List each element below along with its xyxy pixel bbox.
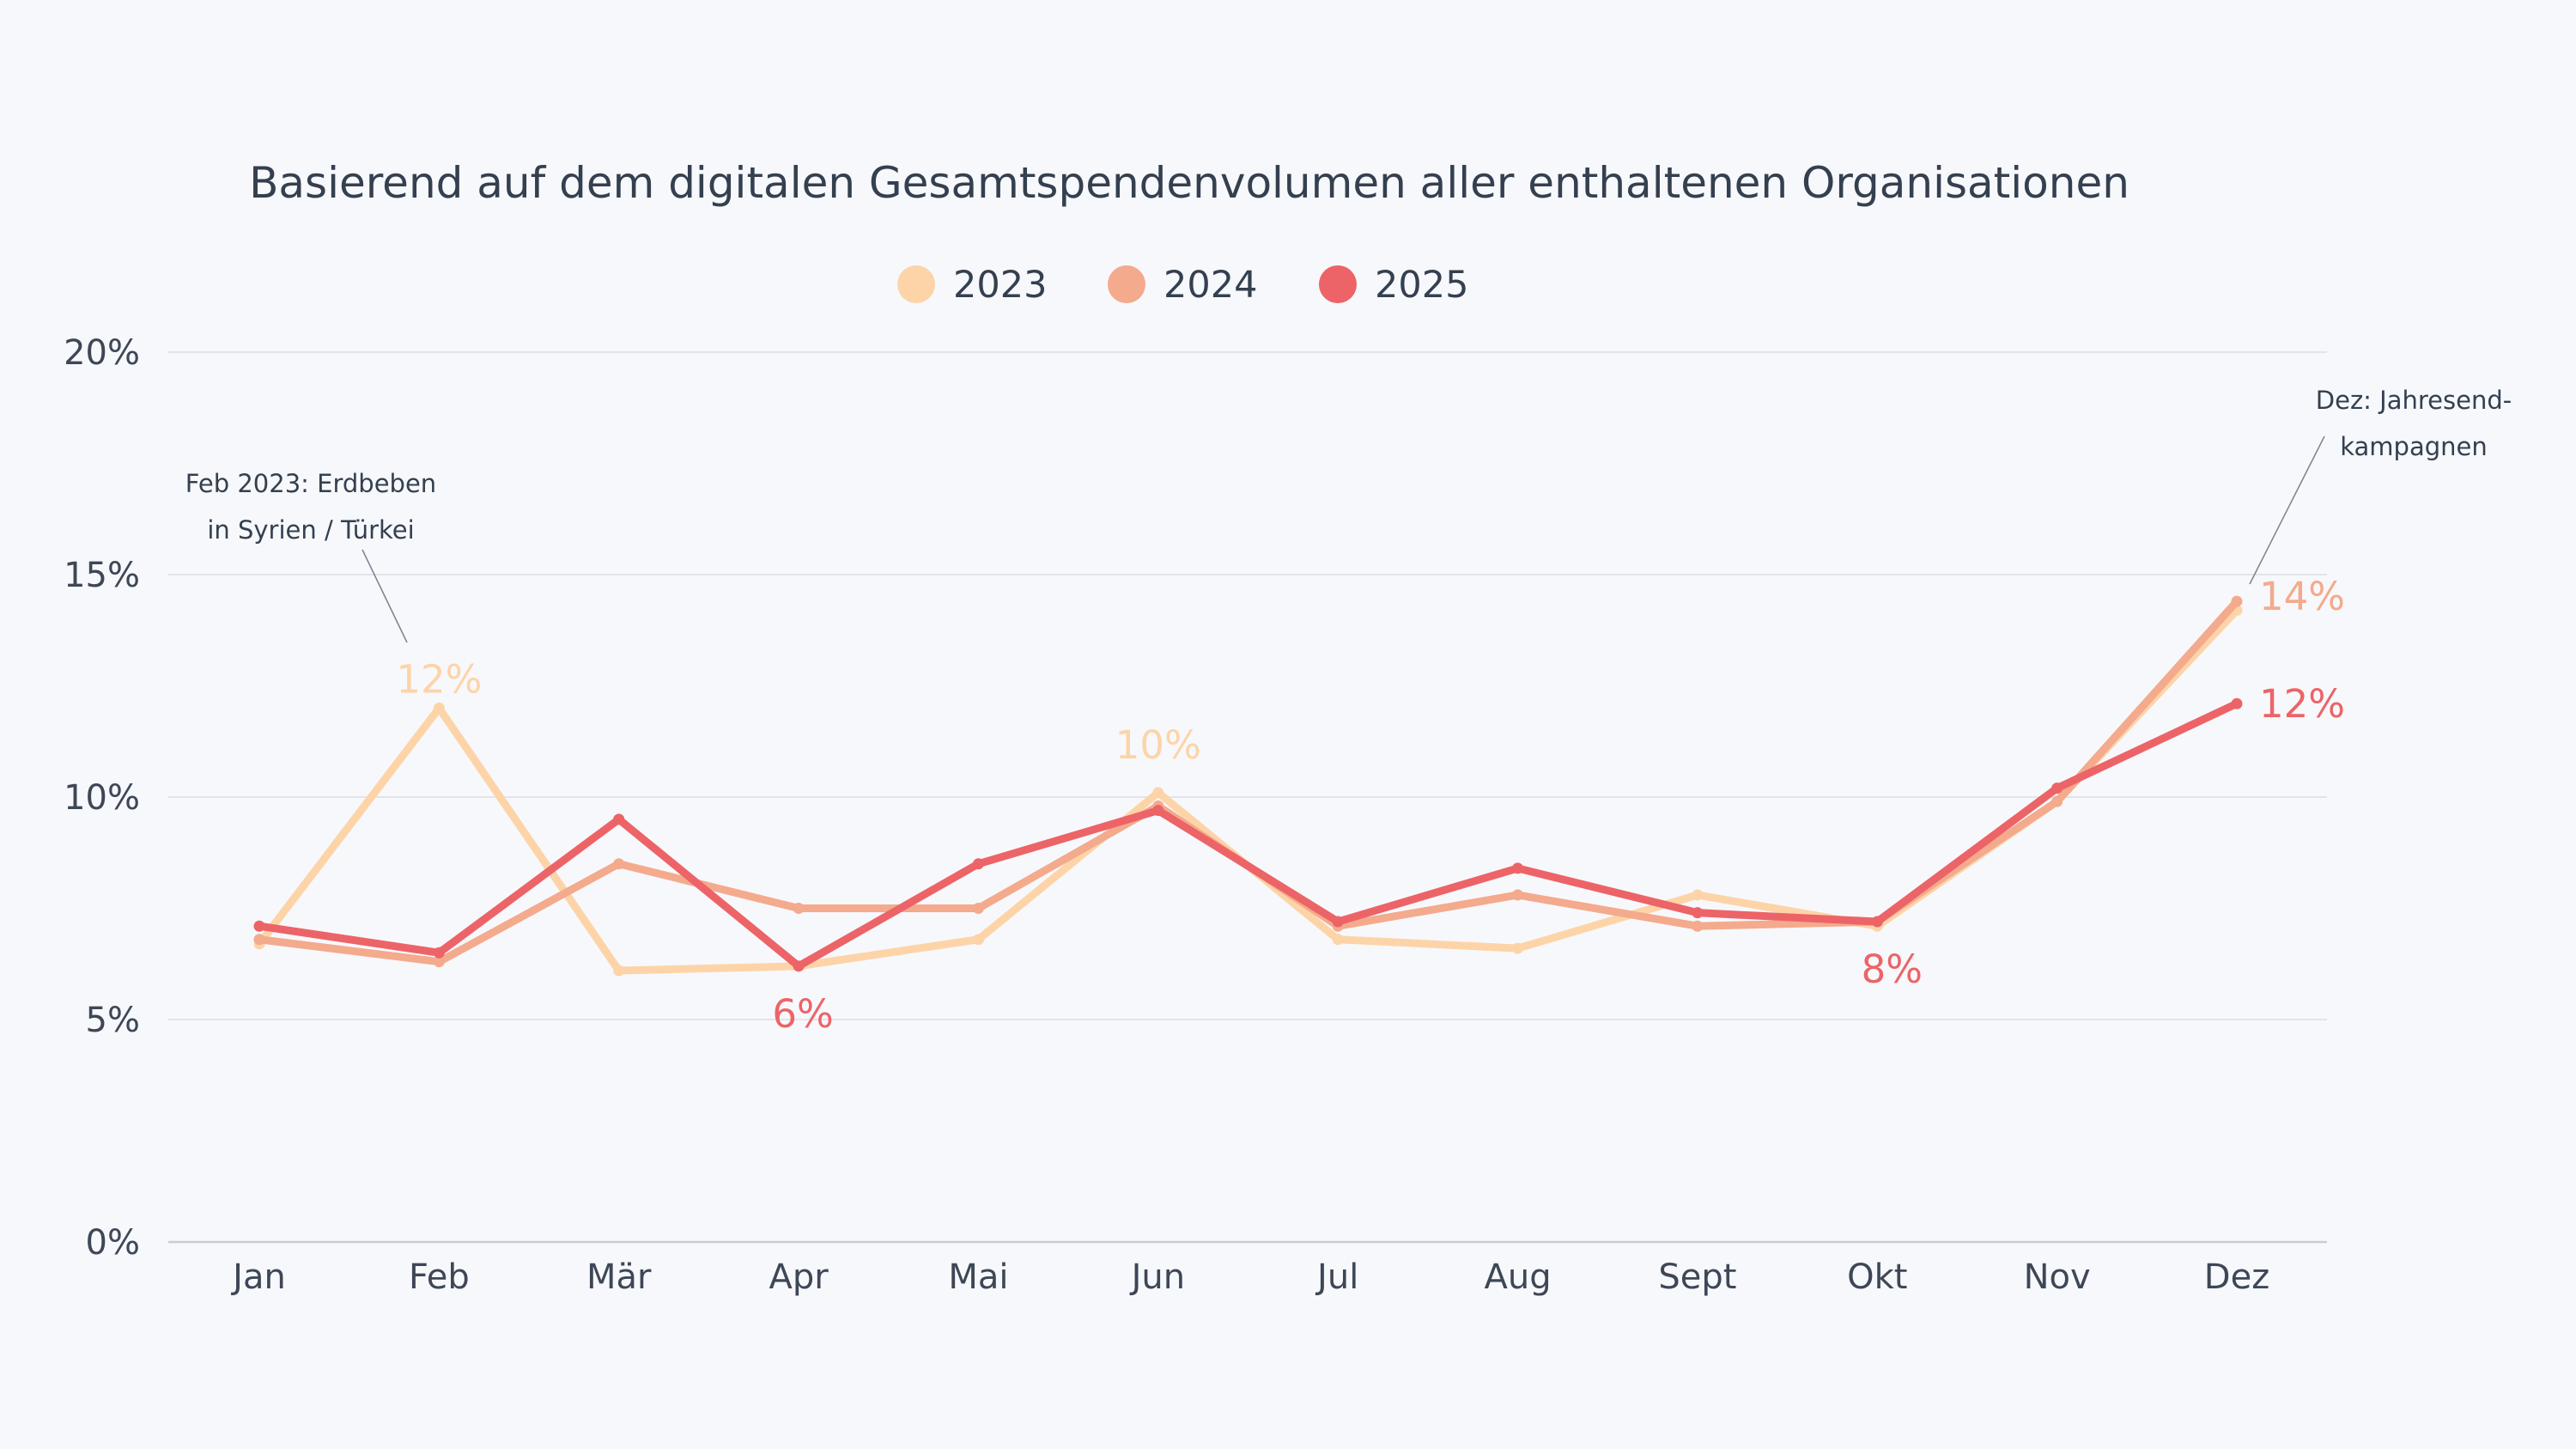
data-point <box>613 965 625 977</box>
y-tick-label: 0% <box>86 1223 140 1263</box>
data-point <box>2051 782 2063 795</box>
legend-label: 2025 <box>1375 264 1468 307</box>
x-tick-label: Jun <box>1129 1257 1186 1297</box>
data-point <box>972 858 984 870</box>
data-point <box>1512 889 1524 901</box>
x-tick-label: Sept <box>1658 1257 1736 1297</box>
x-tick-label: Nov <box>2024 1257 2091 1297</box>
legend-swatch <box>1319 265 1357 303</box>
legend-swatch <box>1108 265 1145 303</box>
data-point <box>1332 934 1344 946</box>
data-point <box>1152 805 1164 817</box>
data-label: 10% <box>1115 722 1201 768</box>
x-tick-label: Aug <box>1484 1257 1551 1297</box>
data-point <box>613 858 625 870</box>
data-point <box>1692 920 1704 932</box>
data-point <box>1512 862 1524 874</box>
data-label: 6% <box>772 991 833 1037</box>
x-tick-label: Apr <box>769 1257 829 1297</box>
data-point <box>433 956 445 968</box>
data-point <box>253 920 265 932</box>
y-axis: 0% 5% 10% 15% 20% <box>64 333 140 1263</box>
data-point <box>972 934 984 946</box>
x-axis: Jan Feb Mär Apr Mai Jun Jul Aug Sept Okt Nov Dez <box>230 1257 2269 1297</box>
series-line-2025 <box>255 699 2241 971</box>
legend-label: 2023 <box>953 264 1047 307</box>
data-point <box>1512 942 1524 954</box>
data-point <box>253 934 265 946</box>
legend-label: 2024 <box>1163 264 1257 307</box>
legend-swatch <box>897 265 935 303</box>
x-tick-label: Mär <box>586 1257 652 1297</box>
data-point <box>2231 595 2243 607</box>
data-label: 12% <box>396 656 482 702</box>
annotation-text: kampagnen <box>2340 432 2488 461</box>
data-point <box>433 702 445 714</box>
data-point <box>2231 697 2243 709</box>
data-point <box>433 947 445 959</box>
series-layer <box>253 595 2243 977</box>
chart-title: Basierend auf dem digitalen Gesamtspende… <box>249 158 2129 208</box>
y-tick-label: 20% <box>64 333 140 373</box>
legend: 2023 2024 2025 <box>897 264 1468 307</box>
y-tick-label: 5% <box>86 1001 140 1040</box>
series-line-2023 <box>255 606 2241 975</box>
data-point <box>793 903 805 914</box>
data-point <box>793 960 805 972</box>
annotation-text: in Syrien / Türkei <box>207 515 414 545</box>
gridlines <box>168 351 2327 1244</box>
data-point <box>972 903 984 914</box>
y-tick-label: 10% <box>64 778 140 818</box>
y-tick-label: 15% <box>64 556 140 595</box>
annotation-leader <box>2249 435 2325 585</box>
annotation-text: Dez: Jahresend- <box>2316 386 2512 415</box>
data-label: 14% <box>2259 574 2345 619</box>
x-tick-label: Feb <box>409 1257 470 1297</box>
data-point <box>1332 916 1344 928</box>
data-label: 8% <box>1862 947 1923 992</box>
x-tick-label: Mai <box>948 1257 1008 1297</box>
data-point <box>2051 795 2063 807</box>
annotations: Feb 2023: Erdbeben in Syrien / Türkei Dez:… <box>185 386 2512 643</box>
data-point <box>613 813 625 825</box>
data-label: 12% <box>2259 681 2345 727</box>
series-line-2024 <box>255 597 2241 966</box>
data-labels: 12% 10% 6% 8% 14% 12% <box>396 574 2345 1037</box>
x-tick-label: Jan <box>230 1257 286 1297</box>
x-tick-label: Dez <box>2204 1257 2269 1297</box>
data-point <box>1692 889 1704 901</box>
x-tick-label: Jul <box>1315 1257 1358 1297</box>
x-tick-label: Okt <box>1847 1257 1907 1297</box>
annotation-text: Feb 2023: Erdbeben <box>185 469 436 498</box>
data-point <box>1871 916 1883 928</box>
annotation-leader <box>361 549 408 643</box>
data-point <box>1692 907 1704 919</box>
data-point <box>1152 787 1164 799</box>
